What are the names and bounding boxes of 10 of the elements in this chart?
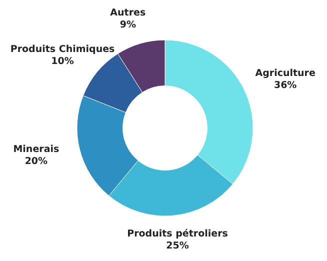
slice-label: Minerais bbox=[13, 144, 60, 156]
slice-label: Produits Chimiques bbox=[10, 44, 116, 55]
data-label: 20% bbox=[24, 156, 48, 168]
slice-label: Autres bbox=[110, 7, 146, 18]
data-label: 10% bbox=[51, 56, 74, 67]
slice-label: Agriculture bbox=[255, 68, 316, 79]
slice-label: Produits pétroliers bbox=[127, 228, 228, 240]
data-label: 9% bbox=[120, 19, 136, 30]
data-label: 25% bbox=[166, 240, 190, 252]
data-label: 36% bbox=[274, 80, 298, 91]
